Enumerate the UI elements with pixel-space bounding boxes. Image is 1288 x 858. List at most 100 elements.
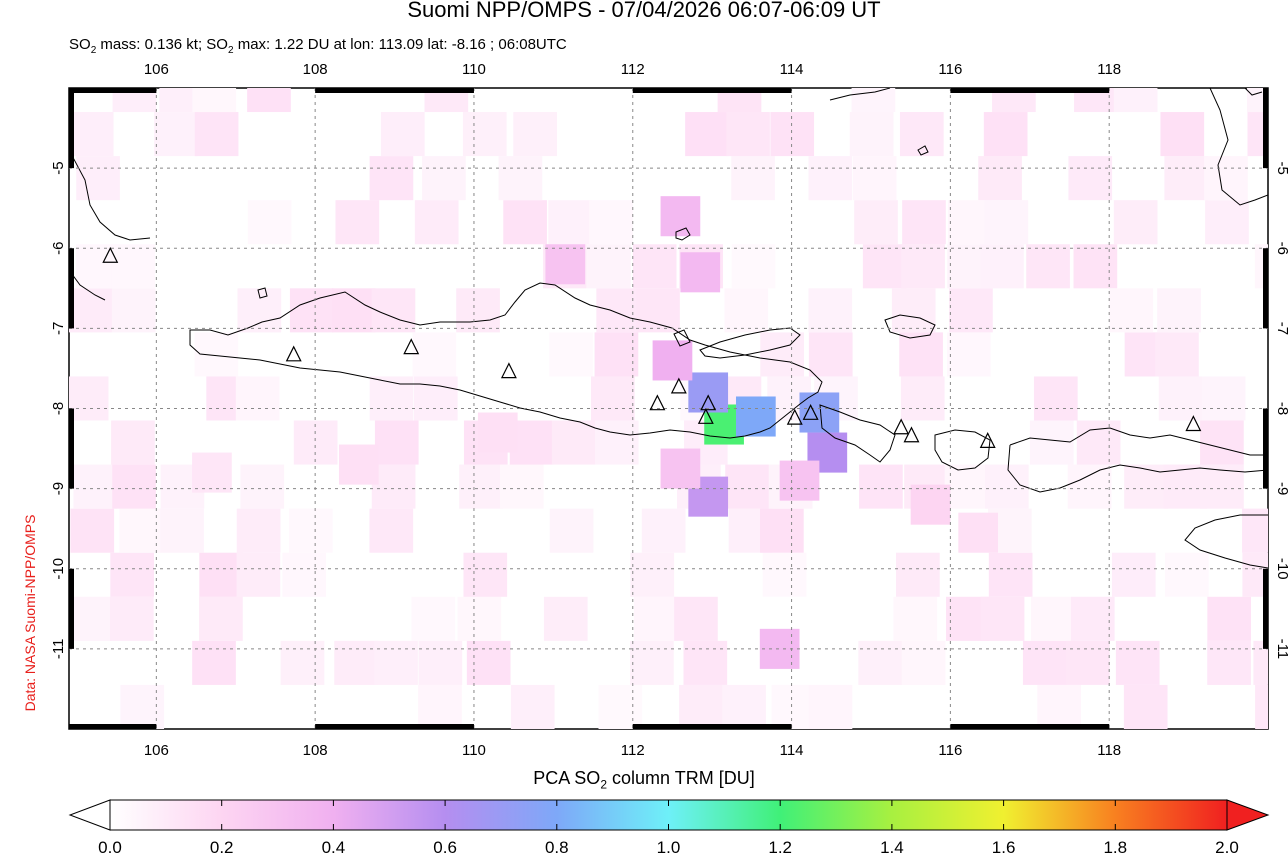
lat-label-right: -11 <box>1274 639 1288 660</box>
background-cell <box>371 288 416 333</box>
so2-cell <box>545 244 586 285</box>
madura-coastline <box>699 327 801 359</box>
volcano-triangle-icon <box>649 394 666 411</box>
lat-label-right: -7 <box>1274 322 1288 335</box>
background-cell <box>235 376 280 421</box>
volcano-triangle-icon <box>102 246 119 263</box>
background-cell <box>1165 552 1209 597</box>
background-cell <box>334 640 378 685</box>
background-cell <box>119 508 164 553</box>
background-cell <box>902 200 946 245</box>
background-cell <box>549 508 594 553</box>
background-cell <box>731 244 776 289</box>
background-cell <box>1111 552 1156 597</box>
sumbawa-coastline <box>1007 427 1268 493</box>
background-cell <box>69 596 112 641</box>
background-cell <box>679 684 723 729</box>
lat-label-right: -9 <box>1274 482 1288 495</box>
background-cell <box>1029 420 1074 465</box>
colorbar-tick-label: 0.8 <box>544 838 569 857</box>
background-cell <box>1070 596 1115 641</box>
map-title: Suomi NPP/OMPS - 07/04/2026 06:07-06:09 … <box>407 0 881 22</box>
background-cell <box>192 640 236 685</box>
background-cell <box>985 464 1029 509</box>
background-cell <box>1113 88 1158 113</box>
background-cell <box>76 156 120 201</box>
background-cell <box>1157 288 1201 333</box>
lat-label-left: -11 <box>50 639 67 660</box>
background-cell <box>1113 200 1158 245</box>
sumatra-coastline <box>69 149 151 301</box>
lat-label-left: -9 <box>50 482 67 495</box>
background-cell <box>548 200 592 245</box>
background-cell <box>466 640 511 685</box>
volcano-triangle-icon <box>500 362 517 379</box>
so2-plume-cells <box>192 196 999 669</box>
background-cell <box>760 508 804 553</box>
so2-cell <box>958 512 999 553</box>
background-cell <box>414 200 459 245</box>
background-cell <box>1109 288 1154 333</box>
kangean-coastline <box>884 314 936 339</box>
lat-label-left: -5 <box>50 161 67 174</box>
lat-label-right: -5 <box>1274 161 1288 174</box>
frame-bar-right <box>1263 248 1268 329</box>
background-cell <box>111 288 156 333</box>
background-cell <box>1201 376 1246 421</box>
background-cell <box>374 640 418 685</box>
sumba-coastline <box>1184 514 1268 569</box>
background-cell <box>110 552 154 597</box>
background-cell <box>1160 112 1205 157</box>
frame-bar-right <box>1263 88 1268 169</box>
background-cell <box>849 112 894 157</box>
background-cell <box>984 200 1029 245</box>
frame-bar-right <box>1263 408 1268 489</box>
background-cell <box>808 332 853 377</box>
frame-bar-bottom <box>315 724 474 729</box>
background-cell <box>1115 640 1160 685</box>
background-cell <box>978 156 1022 201</box>
background-cell <box>1065 640 1110 685</box>
background-cell <box>240 464 285 509</box>
background-cell <box>247 200 292 245</box>
background-cell <box>73 464 118 509</box>
lat-label-left: -7 <box>50 322 67 335</box>
background-cell <box>1022 640 1067 685</box>
background-cell <box>770 112 815 157</box>
background-cell <box>380 112 425 157</box>
volcano-triangle-icon <box>403 338 420 355</box>
background-cell <box>457 596 502 641</box>
colorbar-tick-label: 1.4 <box>880 838 904 857</box>
volcano-markers <box>102 246 1202 448</box>
bali-coastline <box>819 404 896 463</box>
lon-label-top: 110 <box>462 61 486 78</box>
borneo-coastline <box>829 88 1268 206</box>
lon-label-bottom: 114 <box>780 742 804 759</box>
background-cell <box>500 464 544 509</box>
background-cell <box>551 420 596 465</box>
background-cell <box>1031 596 1075 641</box>
background-cell <box>1200 464 1244 509</box>
background-cell <box>462 112 507 157</box>
so2-cell <box>799 392 840 433</box>
background-cell <box>1067 464 1112 509</box>
background-cell <box>896 552 940 597</box>
lon-label-bottom: 116 <box>938 742 962 759</box>
axis-labels: 106 106 108 108 110 110 112 112 114 114 116 116 118 1… <box>50 61 1288 759</box>
volcano-triangle-icon <box>697 407 714 424</box>
background-cell <box>456 288 500 333</box>
background-cell <box>510 684 555 729</box>
background-cell <box>1207 596 1252 641</box>
frame-bar-top <box>950 88 1110 93</box>
so2-summary: SO2 mass: 0.136 kt; SO2 max: 1.22 DU at … <box>69 36 567 56</box>
background-cell <box>899 112 944 157</box>
lon-label-bottom: 106 <box>144 742 169 759</box>
background-cell <box>459 464 503 509</box>
background-cell <box>293 420 338 465</box>
volcano-triangle-icon <box>1185 415 1202 432</box>
background-cell <box>1026 244 1070 289</box>
islet-2 <box>257 287 268 299</box>
background-cell <box>503 200 547 245</box>
background-cell <box>369 376 414 421</box>
frame-bar-top <box>632 88 792 93</box>
